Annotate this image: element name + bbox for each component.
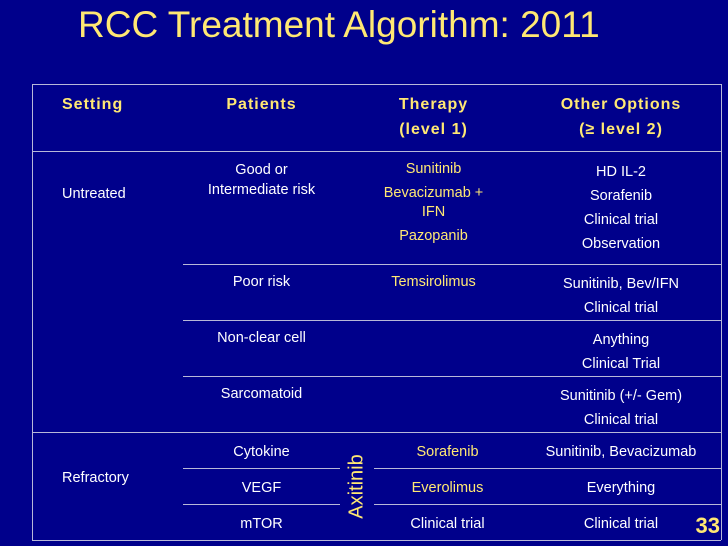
other-options-cell: Anything Clinical Trial xyxy=(581,332,661,372)
row-rule xyxy=(183,320,721,321)
therapy-cell: Sunitinib Bevacizumab + IFN Pazopanib xyxy=(383,161,484,244)
header-bottom-rule xyxy=(32,151,721,152)
therapy-cell: Sorafenib xyxy=(416,444,479,460)
row-rule xyxy=(183,376,721,377)
setting-untreated: Untreated xyxy=(62,186,126,202)
header-therapy: Therapy (level 1) xyxy=(398,96,469,138)
row-rule-untreated-bottom xyxy=(32,432,721,433)
axitinib-label: Axitinib xyxy=(345,453,368,519)
patients-cell: Cytokine xyxy=(233,444,290,460)
header-setting: Setting xyxy=(62,96,124,113)
patients-cell: Non-clear cell xyxy=(217,330,306,346)
therapy-cell: Clinical trial xyxy=(410,516,485,532)
row-rule xyxy=(183,468,340,469)
table-top-rule xyxy=(32,84,721,85)
other-options-cell: Sunitinib, Bevacizumab xyxy=(545,444,697,460)
table-right-border xyxy=(721,84,722,540)
header-patients: Patients xyxy=(226,96,297,113)
other-options-cell: Sunitinib (+/- Gem) Clinical trial xyxy=(559,388,683,428)
row-rule xyxy=(374,504,721,505)
other-options-cell: Everything xyxy=(586,480,656,496)
slide-title: RCC Treatment Algorithm: 2011 xyxy=(78,4,600,45)
page-number: 33 xyxy=(695,513,720,538)
row-rule xyxy=(183,504,340,505)
patients-cell: VEGF xyxy=(241,480,282,496)
patients-cell: Good or Intermediate risk xyxy=(207,162,316,198)
table-bottom-rule xyxy=(32,540,721,541)
therapy-cell: Temsirolimus xyxy=(391,274,476,290)
other-options-cell: HD IL-2 Sorafenib Clinical trial Observati… xyxy=(581,164,661,252)
other-options-cell: Sunitinib, Bev/IFN Clinical trial xyxy=(562,276,680,316)
patients-cell: Poor risk xyxy=(232,274,291,290)
header-other-options: Other Options (≥ level 2) xyxy=(560,96,682,138)
table-left-border xyxy=(32,84,33,540)
patients-cell: Sarcomatoid xyxy=(220,386,303,402)
other-options-cell: Clinical trial xyxy=(583,516,659,532)
therapy-cell: Everolimus xyxy=(411,480,484,496)
row-rule xyxy=(183,264,721,265)
row-rule xyxy=(374,468,721,469)
setting-refractory: Refractory xyxy=(62,470,129,486)
patients-cell: mTOR xyxy=(240,516,283,532)
